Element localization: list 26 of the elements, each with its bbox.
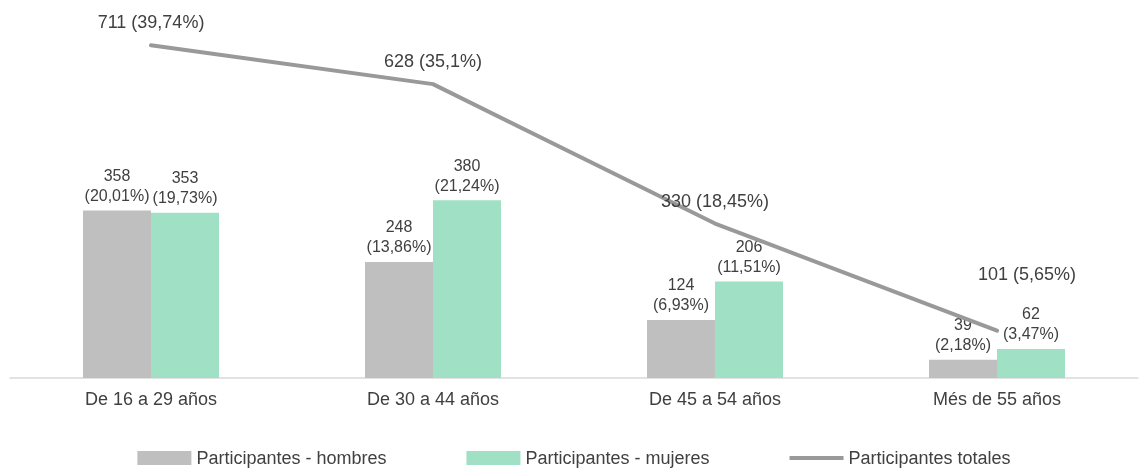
data-label: 206 (11,51%) xyxy=(717,238,781,276)
legend-label: Participantes totales xyxy=(848,448,1011,468)
bar xyxy=(365,261,433,378)
data-label: 358 (20,01%) xyxy=(84,166,150,204)
data-label: 330 (18,45%) xyxy=(660,190,770,211)
data-label: 353 (19,73%) xyxy=(152,169,218,207)
bar xyxy=(151,212,219,378)
x-tick-label: De 45 a 54 años xyxy=(648,389,782,409)
bar xyxy=(647,319,715,378)
x-tick-label: De 30 a 44 años xyxy=(366,389,500,409)
data-label: 101 (5,65%) xyxy=(977,263,1077,284)
bar xyxy=(433,200,501,378)
data-label: 124 (6,93%) xyxy=(652,276,710,314)
legend-label: Participantes - hombres xyxy=(196,448,387,468)
bar xyxy=(715,281,783,378)
legend-label: Participantes - mujeres xyxy=(525,448,710,468)
data-label: 711 (39,74%) xyxy=(97,12,205,33)
bar xyxy=(997,348,1065,378)
data-label: 380 (21,24%) xyxy=(434,156,500,194)
x-tick-label: Més de 55 años xyxy=(932,389,1062,409)
data-label: 248 (13,86%) xyxy=(366,218,432,256)
bar xyxy=(929,359,997,378)
x-tick-label: De 16 a 29 años xyxy=(84,389,218,409)
bar xyxy=(83,210,151,378)
data-label: 62 (3,47%) xyxy=(1002,305,1060,343)
data-label: 628 (35,1%) xyxy=(383,51,483,72)
